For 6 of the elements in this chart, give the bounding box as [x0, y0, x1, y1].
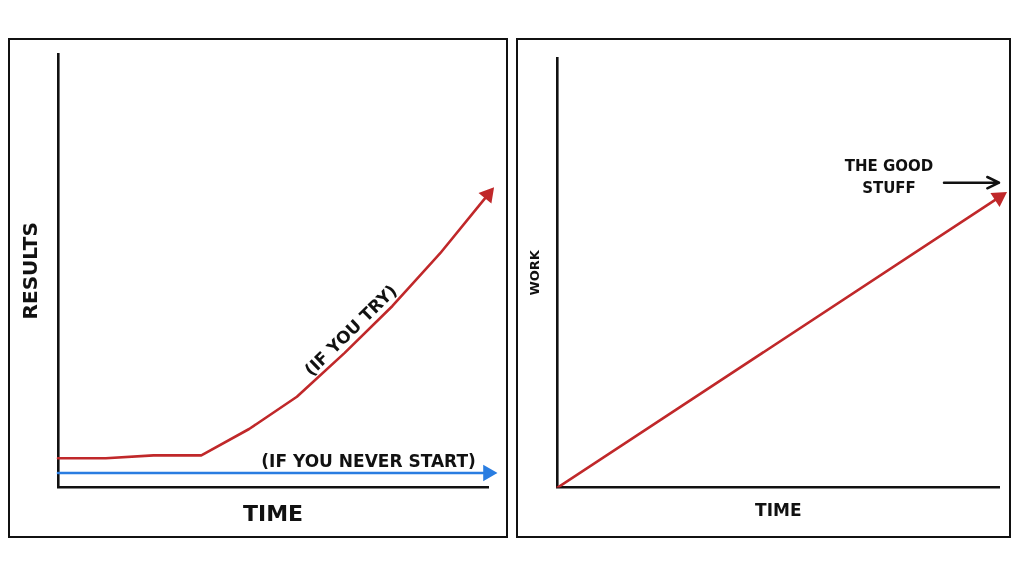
y-axis-title: RESULTS: [18, 222, 43, 320]
x-axis-title: TIME: [242, 500, 304, 526]
text: THE GOOD STUFF: [844, 157, 934, 198]
x-axis-title: TIME: [755, 500, 802, 521]
annotation: (IF YOU NEVER START): [261, 450, 476, 471]
y-axis-title: WORK: [527, 249, 543, 296]
